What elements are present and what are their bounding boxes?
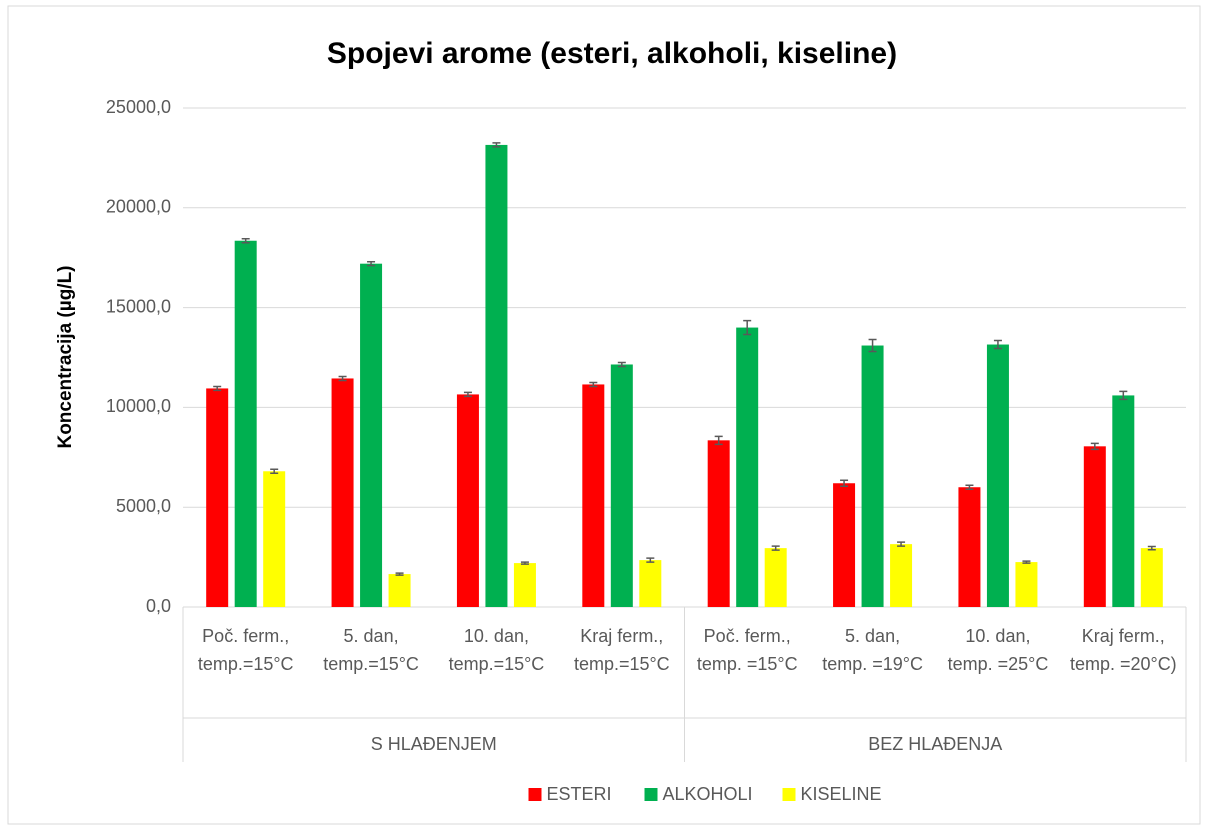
bar: [1015, 562, 1038, 607]
y-tick-label: 25000,0: [106, 97, 171, 117]
error-bar: [646, 557, 655, 563]
y-tick-label: 10000,0: [106, 396, 171, 416]
bar: [331, 378, 354, 607]
chart-title: Spojevi arome (esteri, alkoholi, kiselin…: [327, 37, 897, 70]
bar: [986, 344, 1009, 607]
error-bar: [617, 361, 626, 368]
bar: [456, 394, 479, 607]
y-tick-label: 15000,0: [106, 296, 171, 316]
legend-label: ALKOHOLI: [663, 784, 753, 804]
error-bar: [714, 435, 723, 446]
error-bar: [589, 381, 598, 388]
y-tick-label: 0,0: [146, 596, 171, 616]
bar: [958, 487, 981, 607]
group-label: S HLAĐENJEM: [371, 734, 497, 754]
error-bar: [463, 391, 472, 398]
error-bar: [1119, 390, 1128, 401]
error-bar: [338, 375, 347, 382]
bar: [1112, 395, 1135, 607]
error-bar: [241, 237, 250, 244]
error-bar: [1022, 560, 1031, 564]
x-tick-label: Poč. ferm., temp. =15°C: [697, 626, 798, 674]
bar: [833, 483, 856, 607]
x-tick-label: Kraj ferm., temp. =20°C): [1070, 626, 1177, 674]
bar: [206, 388, 229, 607]
error-bar: [771, 545, 780, 551]
legend-label: KISELINE: [801, 784, 882, 804]
error-bar: [367, 260, 376, 267]
bar: [1083, 446, 1106, 607]
legend-label: ESTERI: [547, 784, 612, 804]
x-tick-label: 10. dan, temp. =25°C: [948, 626, 1049, 674]
bar: [736, 327, 759, 607]
bar: [513, 563, 536, 607]
y-axis-label: Koncentracija (µg/L): [55, 265, 76, 448]
bar: [485, 144, 508, 607]
group-label: BEZ HLAĐENJA: [868, 734, 1002, 754]
x-tick-label: Kraj ferm., temp.=15°C: [574, 626, 670, 674]
error-bar: [270, 468, 279, 475]
bar: [707, 440, 730, 607]
error-bar: [743, 319, 752, 336]
bar: [582, 384, 605, 607]
error-bar: [840, 479, 849, 487]
bar: [610, 364, 633, 607]
error-bar: [1147, 545, 1156, 551]
error-bar: [993, 339, 1002, 350]
error-bar: [213, 385, 222, 392]
y-tick-label: 5000,0: [116, 496, 171, 516]
error-bar: [395, 572, 404, 576]
error-bar: [520, 561, 529, 565]
error-bar: [965, 484, 974, 490]
legend-swatch: [528, 788, 542, 801]
x-tick-label: 5. dan, temp. =19°C: [822, 626, 923, 674]
x-tick-label: 5. dan, temp.=15°C: [323, 626, 419, 674]
bar: [234, 240, 257, 607]
error-bar: [897, 541, 906, 547]
bar: [388, 574, 411, 607]
bar: [890, 544, 913, 607]
x-tick-label: Poč. ferm., temp.=15°C: [198, 626, 294, 674]
bar: [1140, 548, 1163, 607]
bar: [861, 345, 884, 607]
y-tick-label: 20000,0: [106, 197, 171, 217]
bar: [639, 560, 662, 607]
legend-swatch: [782, 788, 796, 801]
legend-swatch: [644, 788, 658, 801]
error-bar: [868, 338, 877, 353]
bar: [764, 548, 787, 607]
bar: [263, 471, 286, 607]
error-bar: [1090, 442, 1099, 451]
bar: [360, 263, 383, 607]
x-tick-label: 10. dan, temp.=15°C: [449, 626, 545, 674]
error-bar: [492, 142, 501, 148]
